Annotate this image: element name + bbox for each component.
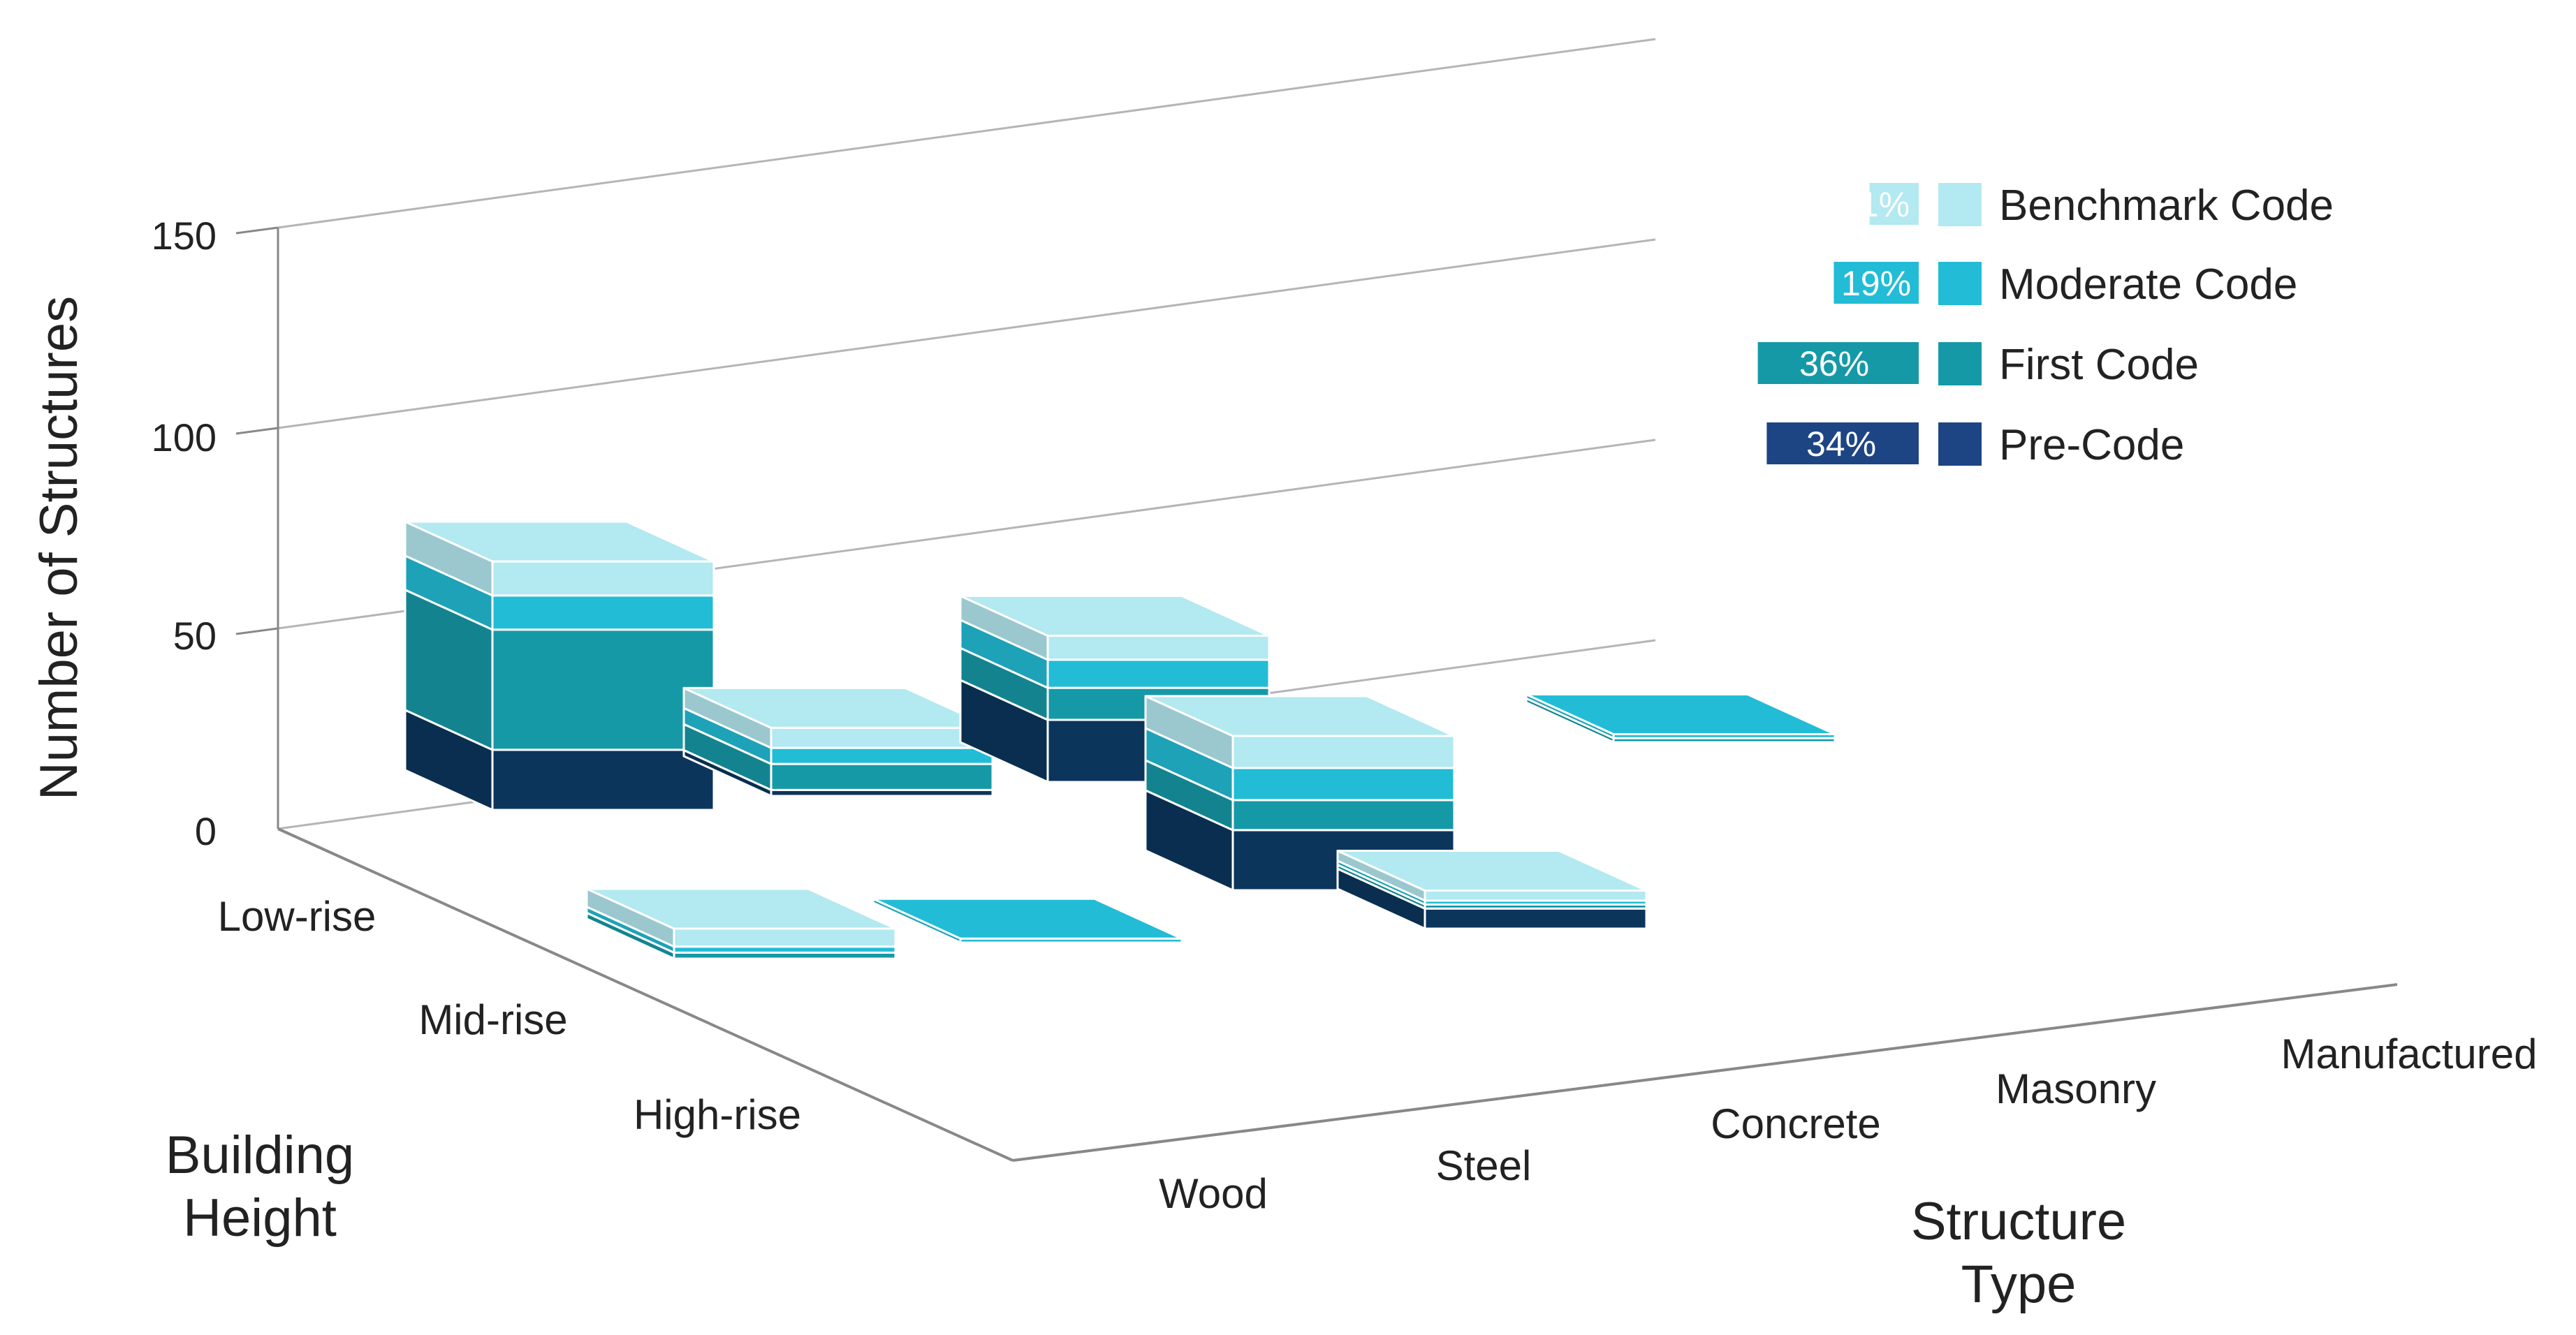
x-axis-title-line1: Structure [1911, 1192, 2126, 1251]
legend-swatch [1938, 342, 1982, 385]
depth-label-mid-rise: Mid-rise [418, 996, 567, 1043]
depth-axis-title-line1: Building [166, 1126, 354, 1185]
bar-wood-high-rise [872, 897, 1183, 944]
y-tick-mark-100 [235, 427, 279, 435]
bar-segment-benchmark-code [1231, 735, 1456, 769]
depth-axis-title-line2: Height [183, 1188, 337, 1248]
y-tick-mark-150 [235, 226, 279, 235]
gridline-150 [277, 38, 1656, 229]
bar-wood-low-rise [404, 520, 715, 811]
bars-layer [404, 520, 1836, 960]
bar-segment-first-code [1231, 799, 1456, 832]
bar-segment-benchmark-code [770, 726, 994, 749]
legend-label: First Code [1999, 341, 2199, 389]
floor-axes [277, 827, 2398, 1162]
x-label-concrete: Concrete [1711, 1100, 1880, 1147]
legend-swatch [1938, 262, 1982, 305]
legend-percent-bar [1834, 262, 1919, 304]
bar-segment-benchmark-code [1424, 889, 1648, 902]
bar-top [959, 594, 1271, 637]
legend-percent-label: 34% [1806, 425, 1876, 464]
depth-labels: Low-rise Mid-rise High-rise Building Hei… [166, 893, 801, 1248]
x-label-wood: Wood [1159, 1170, 1268, 1217]
legend-label: Moderate Code [1999, 260, 2297, 309]
legend-label: Benchmark Code [1999, 182, 2334, 230]
y-axis: 0 50 100 150 Number of Structures [29, 214, 279, 853]
bar-segment-first-code [491, 628, 715, 751]
legend: 11% Benchmark Code 19% Moderate Code 36%… [1757, 182, 2334, 469]
legend-swatch [1938, 422, 1982, 466]
x-label-manufactured: Manufactured [2281, 1031, 2538, 1077]
x-label-masonry: Masonry [1996, 1065, 2156, 1112]
legend-percent-label: 11% [1843, 185, 1910, 224]
x-label-steel: Steel [1436, 1142, 1532, 1189]
bar-segment-pre-code [491, 748, 715, 811]
bar-steel-low-rise [682, 686, 994, 797]
bar-segment-moderate-code [1046, 658, 1271, 689]
bar-segment-moderate-code [770, 746, 994, 765]
bar-steel-mid-rise [1144, 695, 1456, 892]
bar-top [682, 686, 994, 729]
legend-item-pre-code: 34% Pre-Code [1766, 421, 2184, 469]
depth-label-low-rise: Low-rise [218, 893, 376, 940]
legend-percent-label: 19% [1841, 264, 1911, 303]
bar-top [585, 887, 897, 930]
bar-segment-moderate-code [491, 594, 715, 631]
x-axis-title-line2: Type [1961, 1255, 2077, 1314]
y-tick-label-100: 100 [152, 415, 217, 459]
legend-swatch [1938, 183, 1982, 226]
bar-segment-benchmark-code [491, 560, 715, 597]
bar-top [872, 897, 1183, 940]
gridline-100 [277, 238, 1656, 429]
bar-top [1336, 849, 1648, 892]
bar-wood-mid-rise [585, 887, 897, 960]
bar-segment-first-code [770, 762, 994, 791]
legend-percent-bar [1766, 422, 1919, 464]
legend-item-benchmark-code: 11% Benchmark Code [1843, 182, 2334, 230]
depth-label-high-rise: High-rise [634, 1091, 801, 1138]
legend-percent-label: 36% [1799, 344, 1869, 383]
y-tick-label-50: 50 [173, 614, 217, 658]
y-tick-label-150: 150 [152, 214, 217, 258]
bar-top [404, 520, 715, 563]
bar-masonry-low-rise [1525, 693, 1836, 744]
legend-item-moderate-code: 19% Moderate Code [1834, 260, 2297, 309]
bar-top [1144, 695, 1456, 737]
bar-concrete-mid-rise [1336, 849, 1648, 930]
y-axis-title: Number of Structures [29, 296, 89, 800]
depth-axis-line [277, 827, 1013, 1162]
bar-segment-benchmark-code [673, 927, 897, 948]
bar-top [1525, 693, 1836, 736]
y-tick-mark-50 [235, 627, 279, 635]
bar-segment-moderate-code [1231, 767, 1456, 802]
y-tick-label-0: 0 [195, 809, 217, 853]
legend-item-first-code: 36% First Code [1757, 341, 2199, 389]
legend-label: Pre-Code [1999, 421, 2184, 469]
legend-percent-bar [1869, 183, 1919, 225]
x-axis-line [1012, 983, 2398, 1162]
bar-segment-pre-code [1424, 907, 1648, 930]
bar-segment-benchmark-code [1046, 634, 1271, 661]
x-labels: Wood Steel Concrete Masonry Manufactured… [1159, 1031, 2537, 1314]
legend-percent-bar [1757, 342, 1919, 384]
bar-concrete-low-rise [959, 594, 1271, 783]
